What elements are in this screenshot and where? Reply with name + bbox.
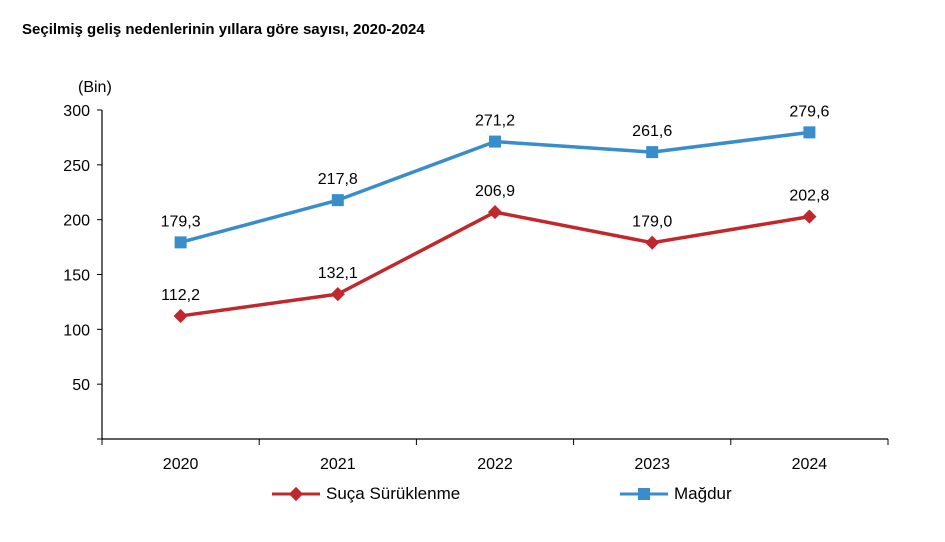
data-point-marker	[803, 126, 816, 139]
data-label: 206,9	[475, 183, 515, 200]
data-label: 279,6	[789, 103, 829, 120]
y-tick-label: 100	[63, 322, 90, 339]
data-label: 261,6	[632, 123, 672, 140]
data-label: 202,8	[789, 188, 829, 205]
chart-title: Seçilmiş geliş nedenlerinin yıllara göre…	[22, 21, 425, 38]
data-point-marker	[802, 209, 817, 224]
legend: Suça Sürüklenme Mağdur	[0, 484, 945, 514]
data-point-marker	[330, 287, 345, 302]
x-tick-label: 2023	[634, 456, 670, 473]
y-tick-label: 250	[63, 158, 90, 175]
data-point-marker	[174, 236, 187, 249]
data-point-marker	[487, 205, 503, 220]
x-tick-label: 2021	[320, 456, 356, 473]
data-point-marker	[646, 146, 659, 159]
data-label: 271,2	[475, 113, 515, 130]
legend-swatch-suca-suruklenme	[272, 484, 320, 504]
data-point-marker	[489, 135, 501, 148]
data-label: 179,3	[161, 213, 201, 230]
x-tick-label: 2020	[163, 456, 199, 473]
data-point-marker	[645, 235, 660, 250]
x-tick-label: 2022	[477, 456, 513, 473]
data-label: 217,8	[318, 171, 358, 188]
data-label: 112,2	[161, 287, 200, 304]
y-tick-label: 300	[63, 103, 90, 120]
data-label: 179,0	[632, 214, 672, 231]
legend-item-magdur: Mağdur	[620, 484, 732, 504]
data-label: 132,1	[318, 265, 358, 282]
y-unit-label: (Bin)	[78, 79, 112, 96]
x-tick-label: 2024	[792, 456, 828, 473]
legend-label-magdur: Mağdur	[674, 484, 732, 503]
y-tick-label: 50	[72, 377, 90, 394]
line-chart: (Bin) 50 100 150 200 250 300 2020 2021 2022 2023 20…	[63, 79, 889, 473]
series-line-0	[180, 210, 810, 318]
legend-item-suca-suruklenme: Suça Sürüklenme	[272, 484, 460, 504]
y-tick-label: 200	[63, 213, 90, 230]
data-point-marker	[173, 308, 188, 324]
y-tick-label: 150	[63, 268, 90, 285]
legend-label-suca-suruklenme: Suça Sürüklenme	[326, 484, 461, 503]
data-point-marker	[331, 194, 344, 207]
legend-swatch-magdur	[620, 484, 668, 504]
